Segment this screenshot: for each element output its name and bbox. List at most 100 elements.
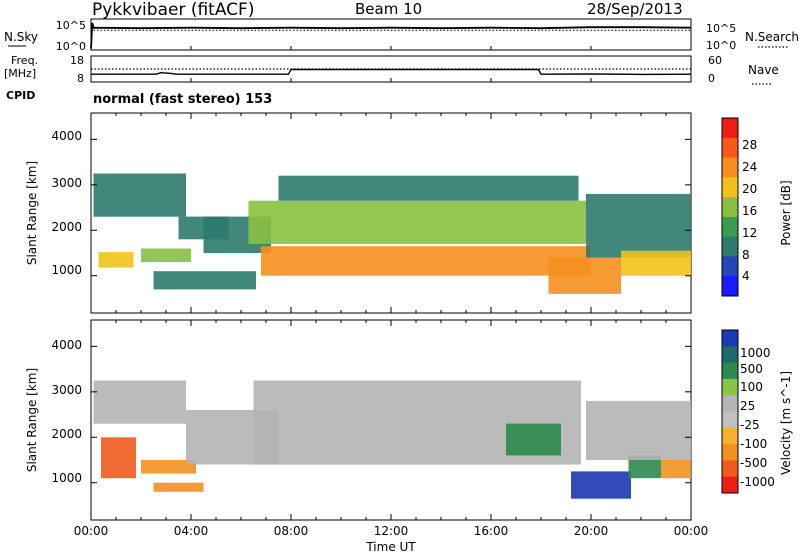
velocity-cb-tick-neg25: -25: [740, 418, 760, 432]
velocity-region-10: [586, 400, 691, 460]
velocity-region-7: [571, 471, 631, 499]
velocity-cb-tick-1000: 1000: [740, 346, 771, 360]
power-cb-swatch: [722, 118, 738, 139]
power-region-4: [153, 271, 256, 290]
velocity-cb-swatch: [722, 362, 738, 380]
velocity-data: [93, 380, 691, 499]
power-cb-tick-4: 4: [742, 269, 750, 283]
velocity-y-tick-4000: 4000: [51, 338, 82, 352]
date-label: 28/Sep/2013: [587, 0, 683, 18]
nave-tick-top: 60: [708, 54, 722, 67]
velocity-cb-swatch: [722, 476, 738, 494]
nsearch-tick-top: 10^5: [706, 22, 736, 35]
velocity-region-9: [661, 460, 691, 479]
power-data: [93, 173, 691, 294]
power-region-7: [261, 246, 591, 276]
velocity-cb-tick-500: 500: [740, 362, 763, 376]
nsearch-label: N.Search: [745, 30, 799, 44]
nave-label: Nave: [748, 63, 779, 77]
power-y-tick-4000: 4000: [51, 129, 82, 143]
x-tick-1600: 16:00: [474, 524, 509, 538]
power-cb-swatch: [722, 197, 738, 218]
nsky-tick-top: 10^5: [56, 19, 86, 32]
power-cb-swatch: [722, 256, 738, 277]
velocity-y-tick-2000: 2000: [51, 427, 82, 441]
x-tick-0800: 08:00: [274, 524, 309, 538]
nsky-panel: [90, 18, 692, 51]
power-region-11: [621, 250, 691, 276]
power-cb-label: Power [dB]: [779, 180, 793, 245]
power-cb-swatch: [722, 216, 738, 238]
x-tick-1200: 12:00: [374, 524, 409, 538]
velocity-cb-tick-neg500: -500: [740, 456, 767, 470]
power-region-6: [248, 200, 586, 244]
power-region-2: [93, 173, 186, 217]
velocity-cb-label: Velocity [m s^-1]: [779, 371, 793, 475]
power-cb-tick-12: 12: [742, 226, 757, 240]
velocity-colorbar: [721, 329, 739, 494]
nsky-line: [90, 22, 692, 49]
x-tick-2000: 20:00: [574, 524, 609, 538]
x-tick-0400: 04:00: [174, 524, 209, 538]
velocity-cb-swatch: [722, 411, 738, 429]
power-cb-frame: [721, 117, 739, 297]
velocity-cb-swatch: [722, 330, 738, 347]
power-cb-swatch: [722, 236, 738, 257]
freq-tick-top: 18: [70, 54, 84, 67]
axis-ticks: [90, 46, 692, 520]
velocity-cb-frame: [721, 329, 739, 494]
power-cb-swatch: [722, 137, 738, 159]
velocity-cb-swatch: [722, 427, 738, 445]
freq-unit-label: [MHz]: [4, 67, 36, 80]
velocity-y-tick-3000: 3000: [51, 383, 82, 397]
velocity-cb-swatch: [722, 395, 738, 412]
power-region-1: [141, 248, 191, 263]
velocity-y-tick-1000: 1000: [51, 471, 82, 485]
nsky-tick-bottom: 10^0: [56, 40, 86, 53]
power-region-10: [586, 193, 691, 258]
x-axis-label: Time UT: [365, 540, 416, 554]
x-tick-2400: 00:00: [674, 524, 709, 538]
velocity-cb-tick-100: 100: [740, 380, 763, 394]
freq-label: Freq.: [11, 54, 38, 67]
power-cb-tick-8: 8: [742, 248, 750, 262]
velocity-region-2: [141, 460, 196, 474]
cpid-label: CPID: [6, 89, 35, 102]
velocity-cb-tick-neg100: -100: [740, 437, 767, 451]
power-cb-tick-16: 16: [742, 204, 757, 218]
velocity-cb-swatch: [722, 444, 738, 461]
power-y-tick-1000: 1000: [51, 263, 82, 277]
power-y-label: Slant Range [km]: [25, 161, 39, 265]
freq-tick-bottom: 8: [77, 72, 84, 85]
x-tick-0000: 00:00: [74, 524, 109, 538]
velocity-y-label: Slant Range [km]: [25, 368, 39, 472]
velocity-cb-swatch: [722, 378, 738, 396]
velocity-region-3: [153, 482, 204, 492]
nave-tick-bottom: 0: [708, 72, 715, 85]
power-colorbar: [721, 117, 739, 297]
velocity-cb-swatch: [722, 346, 738, 364]
power-cb-tick-28: 28: [742, 138, 757, 152]
power-cb-tick-20: 20: [742, 182, 757, 196]
freq-line: [91, 68, 692, 76]
power-y-tick-2000: 2000: [51, 220, 82, 234]
cpid-text: normal (fast stereo) 153: [93, 92, 273, 107]
power-cb-swatch: [722, 276, 738, 297]
velocity-cb-swatch: [722, 460, 738, 478]
radar-title: Pykkvibaer (fitACF): [92, 0, 255, 20]
power-cb-tick-24: 24: [742, 160, 757, 174]
velocity-region-6: [506, 423, 561, 456]
power-region-9: [548, 257, 621, 294]
nsearch-tick-bottom: 10^0: [706, 39, 736, 52]
power-y-tick-3000: 3000: [51, 176, 82, 190]
power-region-8: [278, 175, 579, 201]
velocity-region-0: [93, 380, 186, 424]
power-cb-swatch: [722, 157, 738, 178]
parameter-lines: [90, 22, 692, 76]
velocity-region-1: [101, 437, 136, 479]
nsky-label: N.Sky: [4, 30, 38, 44]
velocity-region-8: [628, 455, 661, 479]
power-region-0: [98, 252, 134, 268]
velocity-cb-tick-25: 25: [740, 399, 755, 413]
